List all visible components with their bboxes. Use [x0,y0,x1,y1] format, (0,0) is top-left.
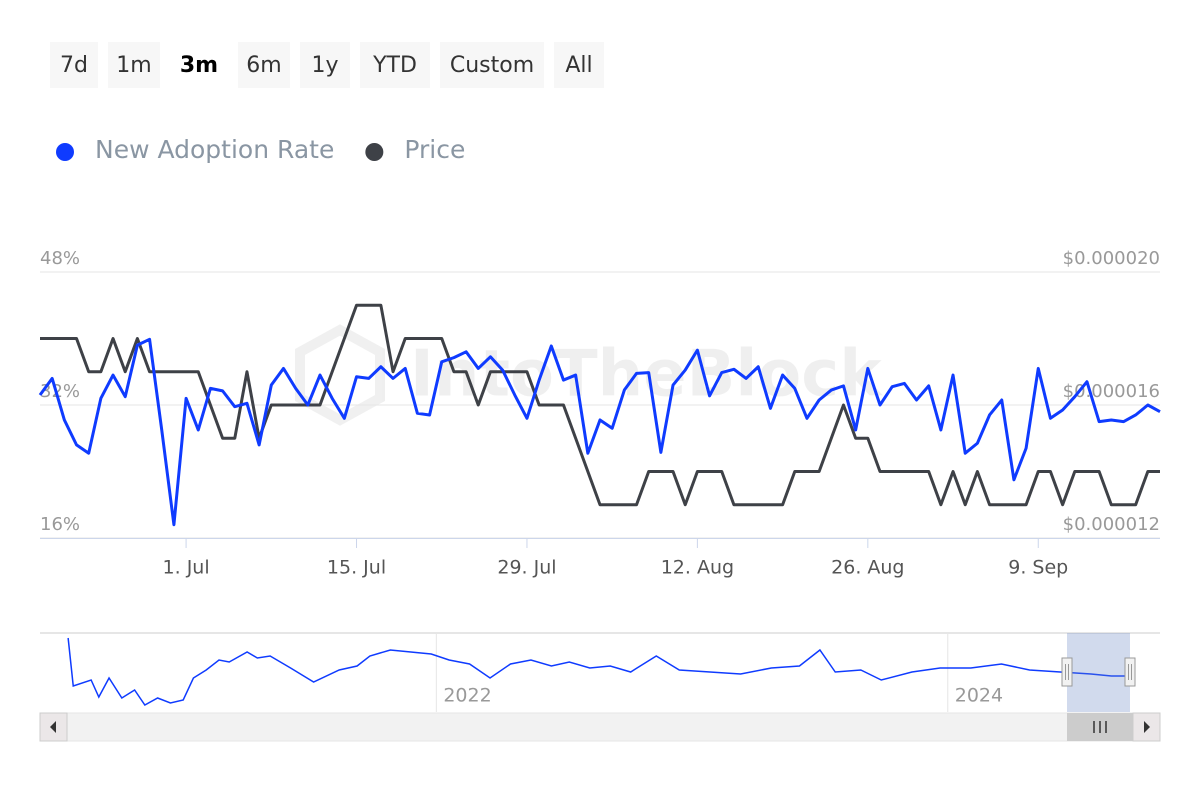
range-button[interactable]: 1m [108,42,160,88]
range-button-bg[interactable] [108,42,160,88]
range-button[interactable]: 3m [170,42,228,88]
navigator-tick-label: 2022 [443,685,491,707]
legend-symbol[interactable] [56,143,74,161]
range-button[interactable]: YTD [360,42,430,88]
scroll-left-arrow [50,721,56,733]
range-button-label[interactable]: Custom [450,53,534,78]
range-button-bg[interactable] [440,42,544,88]
range-button-label[interactable]: 1y [311,53,338,78]
range-button-bg[interactable] [50,42,98,88]
x-tick-label: 1. Jul [163,557,210,579]
y-tick-label: 16% [40,514,80,535]
legend-label[interactable]: New Adoption Rate [95,135,334,164]
range-button-label[interactable]: 6m [246,53,281,78]
range-button-label[interactable]: YTD [372,53,417,78]
range-button[interactable]: 7d [50,42,98,88]
y2-tick-label: $0.000012 [1063,514,1160,535]
series-line [38,337,1161,527]
x-tick-label: 12. Aug [661,557,734,579]
range-button[interactable]: All [554,42,604,88]
handle-grip [1128,664,1132,680]
range-button-bg[interactable] [554,42,604,88]
range-button[interactable]: 6m [238,42,290,88]
series-line [40,303,1160,507]
range-button-bg[interactable] [238,42,290,88]
legend-label[interactable]: Price [404,135,465,164]
y2-tick-label: $0.000020 [1063,248,1160,269]
range-button[interactable]: Custom [440,42,544,88]
navigator-line [67,637,1132,706]
legend-item[interactable]: New Adoption Rate [56,135,334,164]
y-tick-label: 32% [40,381,80,402]
navigator-selection[interactable] [1067,633,1130,712]
range-button[interactable]: 1y [300,42,350,88]
x-tick-label: 26. Aug [831,557,904,579]
range-button-bg[interactable] [360,42,430,88]
x-tick-label: 15. Jul [327,557,386,579]
range-button-label[interactable]: 7d [60,53,88,78]
navigator-area [40,633,1160,712]
range-button-label[interactable]: 3m [180,53,218,78]
range-button-label[interactable]: 1m [116,53,151,78]
range-button-bg[interactable] [170,42,228,88]
scrollbar-grip [1093,721,1107,733]
scroll-right-arrow [1144,721,1150,733]
navigator-tick-label: 2024 [955,685,1003,707]
navigator-handle-right[interactable] [1124,657,1136,687]
x-tick-label: 9. Sep [1008,557,1068,579]
navigator: 2022 2024 [67,633,1132,712]
range-button-label[interactable]: All [565,53,592,78]
x-tick-label: 29. Jul [497,557,556,579]
range-button-bg[interactable] [300,42,350,88]
legend-item[interactable]: Price [365,135,465,164]
legend-symbol[interactable] [365,143,384,161]
watermark-logo [295,324,385,426]
y-tick-label: 48% [40,248,80,269]
handle-grip [1065,664,1069,680]
scrollbar-track[interactable] [39,712,1161,742]
navigator-handle-left[interactable] [1061,657,1073,687]
